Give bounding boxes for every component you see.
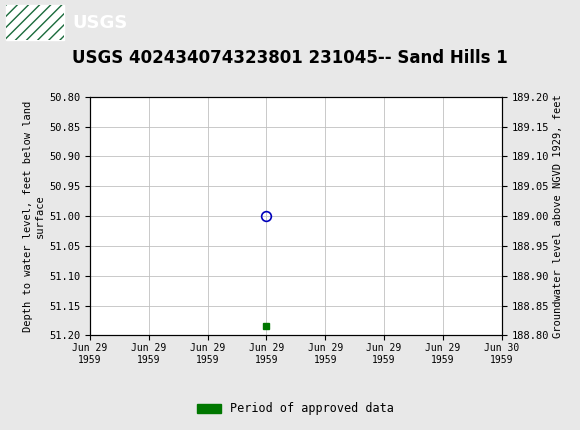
Legend: Period of approved data: Period of approved data bbox=[193, 398, 399, 420]
Y-axis label: Groundwater level above NGVD 1929, feet: Groundwater level above NGVD 1929, feet bbox=[553, 94, 563, 338]
Text: USGS: USGS bbox=[72, 14, 128, 31]
Bar bbox=[6, 6, 64, 40]
Y-axis label: Depth to water level, feet below land
surface: Depth to water level, feet below land su… bbox=[23, 101, 45, 332]
Text: USGS 402434074323801 231045-- Sand Hills 1: USGS 402434074323801 231045-- Sand Hills… bbox=[72, 49, 508, 67]
Bar bbox=[6, 6, 64, 40]
